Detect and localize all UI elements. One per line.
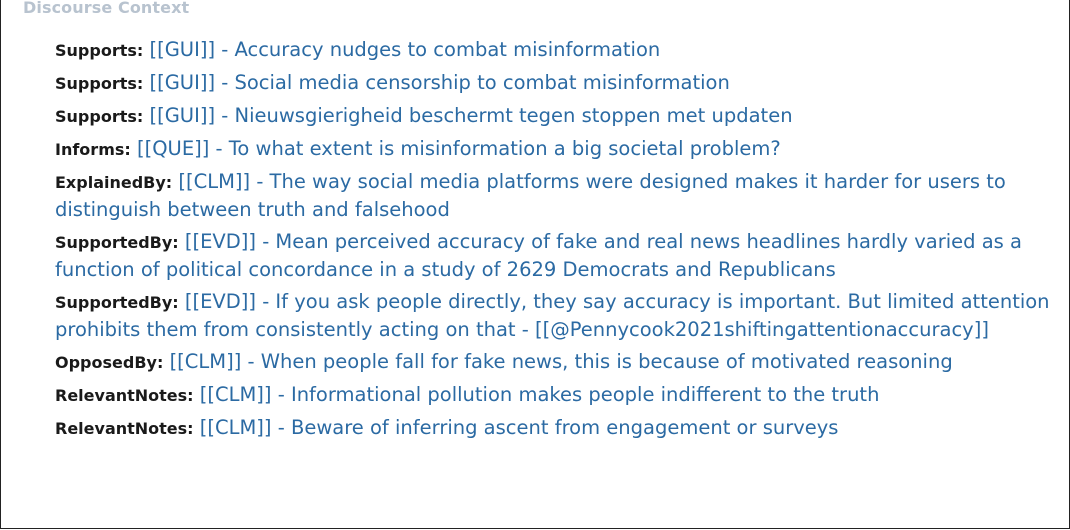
relation-label: Supports: — [55, 41, 144, 60]
page-link[interactable]: [[CLM]] - Beware of inferring ascent fro… — [199, 416, 839, 439]
page-link[interactable]: [[QUE]] - To what extent is misinformati… — [136, 137, 781, 160]
relation-label: RelevantNotes: — [55, 419, 194, 438]
list-item: ExplainedBy: [[CLM]] - The way social me… — [55, 168, 1063, 223]
page-link[interactable]: [[CLM]] - The way social media platforms… — [55, 170, 1006, 221]
list-item: SupportedBy: [[EVD]] - If you ask people… — [55, 288, 1063, 343]
page-link[interactable]: [[CLM]] - Informational pollution makes … — [199, 383, 880, 406]
relation-label: RelevantNotes: — [55, 386, 194, 405]
page-link[interactable]: [[GUI]] - Social media censorship to com… — [149, 71, 730, 94]
discourse-list: Supports: [[GUI]] - Accuracy nudges to c… — [55, 36, 1063, 447]
list-item: Supports: [[GUI]] - Accuracy nudges to c… — [55, 36, 1063, 64]
list-item: Supports: [[GUI]] - Nieuwsgierigheid bes… — [55, 102, 1063, 130]
list-item: SupportedBy: [[EVD]] - Mean perceived ac… — [55, 228, 1063, 283]
list-item: Supports: [[GUI]] - Social media censors… — [55, 69, 1063, 97]
relation-label: Supports: — [55, 107, 144, 126]
relation-label: SupportedBy: — [55, 233, 179, 252]
page-link[interactable]: [[EVD]] - If you ask people directly, th… — [55, 290, 1050, 341]
relation-label: Supports: — [55, 74, 144, 93]
relation-label: SupportedBy: — [55, 293, 179, 312]
relation-label: Informs: — [55, 140, 131, 159]
section-header: Discourse Context — [23, 0, 190, 17]
page-link[interactable]: [[GUI]] - Nieuwsgierigheid beschermt teg… — [149, 104, 793, 127]
list-item: OpposedBy: [[CLM]] - When people fall fo… — [55, 348, 1063, 376]
relation-label: OpposedBy: — [55, 353, 164, 372]
list-item: Informs: [[QUE]] - To what extent is mis… — [55, 135, 1063, 163]
page-link[interactable]: [[EVD]] - Mean perceived accuracy of fak… — [55, 230, 1022, 281]
list-item: RelevantNotes: [[CLM]] - Beware of infer… — [55, 414, 1063, 442]
page-link[interactable]: [[CLM]] - When people fall for fake news… — [169, 350, 953, 373]
page-link[interactable]: [[GUI]] - Accuracy nudges to combat misi… — [149, 38, 661, 61]
list-item: RelevantNotes: [[CLM]] - Informational p… — [55, 381, 1063, 409]
relation-label: ExplainedBy: — [55, 173, 173, 192]
